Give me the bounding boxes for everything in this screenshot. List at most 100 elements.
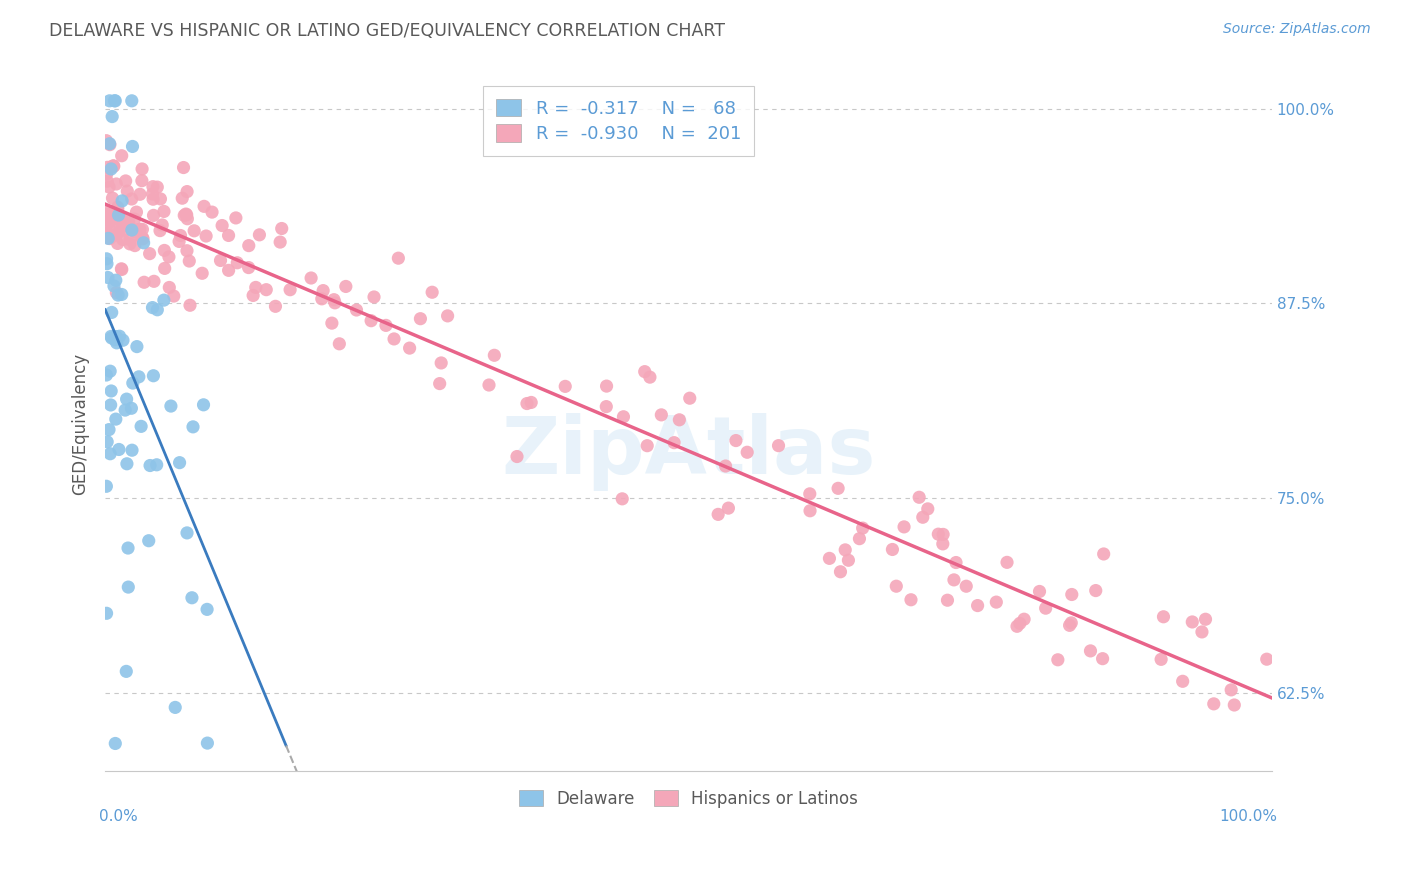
Point [945,556,967,570]
Point [238,260,260,275]
Point [103,159,125,173]
Point [1223,698,1246,712]
Point [1012,612,1035,626]
Point [1008,616,1031,631]
Point [163,289,186,303]
Point [124,212,146,227]
Point [131,161,153,176]
Point [96,134,118,148]
Point [128,369,150,384]
Point [668,413,690,427]
Point [121,223,143,237]
Point [103,279,125,293]
Point [264,299,287,313]
Point [153,293,176,307]
Point [1181,615,1204,629]
Point [852,521,875,535]
Point [124,238,146,252]
Point [118,215,141,229]
Point [595,400,617,414]
Point [100,329,122,343]
Point [104,333,127,347]
Point [638,370,661,384]
Point [108,329,131,343]
Point [153,244,176,258]
Point [1153,609,1175,624]
Point [942,573,965,587]
Point [110,261,132,276]
Point [96,252,118,266]
Point [173,161,195,175]
Point [179,254,201,268]
Point [125,340,148,354]
Point [995,555,1018,569]
Point [176,525,198,540]
Point [1059,618,1081,632]
Point [181,420,204,434]
Point [932,537,955,551]
Point [1150,652,1173,666]
Point [966,599,988,613]
Point [1171,674,1194,689]
Point [893,520,915,534]
Point [96,174,118,188]
Point [96,207,118,221]
Point [98,136,121,151]
Point [104,412,127,426]
Point [818,551,841,566]
Point [226,256,249,270]
Point [211,219,233,233]
Point [117,541,139,555]
Point [429,376,451,391]
Point [278,283,301,297]
Point [634,365,657,379]
Point [1091,651,1114,665]
Point [516,396,538,410]
Point [799,487,821,501]
Point [98,447,121,461]
Point [145,458,167,472]
Point [167,235,190,249]
Point [209,253,232,268]
Point [270,221,292,235]
Point [100,305,122,319]
Point [104,202,127,217]
Point [98,137,121,152]
Point [142,208,165,222]
Point [100,331,122,345]
Text: Source: ZipAtlas.com: Source: ZipAtlas.com [1223,22,1371,37]
Point [98,364,121,378]
Point [129,187,152,202]
Point [118,236,141,251]
Point [299,271,322,285]
Point [1005,619,1028,633]
Point [108,211,131,225]
Point [131,222,153,236]
Point [101,191,124,205]
Point [103,205,125,219]
Text: 100.0%: 100.0% [1220,809,1278,824]
Point [149,192,172,206]
Point [125,223,148,237]
Point [108,442,131,457]
Point [1202,697,1225,711]
Point [141,301,163,315]
Point [936,593,959,607]
Point [837,553,859,567]
Point [707,508,730,522]
Point [96,217,118,231]
Point [363,290,385,304]
Point [97,270,120,285]
Point [176,185,198,199]
Point [1060,615,1083,630]
Point [181,591,204,605]
Point [111,232,134,246]
Point [1220,682,1243,697]
Point [328,336,350,351]
Point [269,235,291,249]
Point [131,230,153,244]
Point [398,341,420,355]
Point [1046,653,1069,667]
Point [107,226,129,240]
Point [101,159,124,173]
